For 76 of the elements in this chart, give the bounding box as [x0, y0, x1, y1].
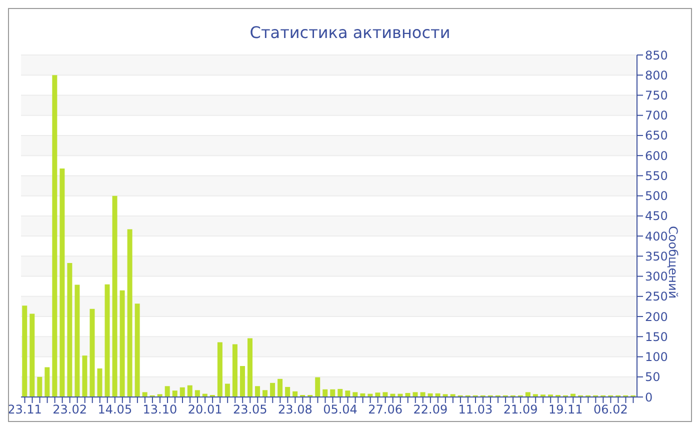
- bar: [330, 389, 336, 397]
- bar: [525, 392, 530, 397]
- bar: [194, 390, 200, 397]
- bar: [82, 356, 88, 397]
- bar: [104, 284, 110, 397]
- bar: [382, 392, 388, 397]
- bar: [97, 368, 102, 397]
- bar: [164, 386, 170, 397]
- bar: [37, 376, 42, 397]
- y-tick-label: 250: [645, 290, 668, 304]
- bar: [412, 392, 418, 397]
- bar: [187, 385, 192, 397]
- x-tick-label: 27.06: [368, 402, 403, 417]
- chart-title: Статистика активности: [248, 22, 452, 44]
- bar: [67, 263, 72, 397]
- bar: [120, 290, 125, 397]
- bar: [345, 390, 350, 397]
- bar: [247, 338, 252, 397]
- y-tick-label: 700: [645, 108, 668, 123]
- bar: [52, 75, 58, 397]
- bar: [278, 378, 283, 397]
- y-tick-label: 600: [645, 148, 668, 163]
- bar: [44, 367, 50, 397]
- y-tick-label: 650: [645, 128, 668, 143]
- bar: [60, 168, 65, 397]
- y-tick-label: 800: [645, 68, 668, 82]
- y-tick-label: 350: [645, 249, 668, 264]
- y-tick-label: 50: [645, 370, 660, 384]
- y-tick-label: 200: [645, 310, 668, 324]
- bar: [217, 342, 222, 397]
- x-tick-label: 21.09: [503, 402, 538, 417]
- bar: [262, 390, 268, 397]
- y-tick-label: 300: [645, 270, 668, 284]
- x-tick-label: 22.09: [413, 402, 448, 417]
- y-tick-label: 450: [645, 209, 668, 224]
- bar: [134, 304, 140, 397]
- x-tick-label: 20.01: [188, 402, 222, 417]
- x-tick-label: 06.02: [594, 402, 628, 417]
- bar: [112, 196, 118, 397]
- y-tick-label: 100: [645, 350, 668, 364]
- bar: [322, 389, 328, 397]
- bar: [90, 308, 95, 397]
- bar: [74, 284, 80, 397]
- bar: [240, 366, 245, 397]
- bar: [172, 390, 178, 397]
- bar: [270, 382, 276, 397]
- y-tick-label: 150: [645, 330, 668, 344]
- bar: [255, 386, 260, 397]
- y-tick-label: 500: [645, 189, 668, 204]
- bar: [375, 392, 380, 397]
- bar: [180, 387, 185, 397]
- bar: [315, 377, 320, 397]
- bar: [30, 314, 35, 397]
- bar: [142, 392, 148, 397]
- x-tick-label: 23.08: [278, 402, 312, 417]
- y-axis-title: Сообщений: [666, 226, 680, 299]
- y-tick-label: 550: [645, 168, 668, 183]
- x-tick-label: 19.11: [548, 402, 583, 417]
- x-tick-label: 23.02: [52, 402, 88, 417]
- x-tick-label: 13.10: [142, 402, 178, 417]
- y-tick-label: 400: [645, 229, 668, 244]
- bar: [285, 386, 290, 397]
- bar: [352, 392, 358, 397]
- bar: [232, 344, 238, 397]
- bar: [224, 384, 230, 397]
- bar: [420, 392, 426, 397]
- x-tick-label: 11.03: [458, 402, 493, 417]
- x-tick-label: 05.04: [323, 402, 358, 417]
- bar: [22, 306, 28, 397]
- y-tick-label: 850: [645, 48, 668, 62]
- bar: [338, 388, 343, 397]
- x-tick-label: 14.05: [98, 402, 132, 417]
- y-tick-label: 750: [645, 88, 668, 102]
- y-tick-label: 0: [645, 390, 653, 404]
- bar: [127, 229, 132, 397]
- x-tick-label: 23.05: [232, 402, 268, 417]
